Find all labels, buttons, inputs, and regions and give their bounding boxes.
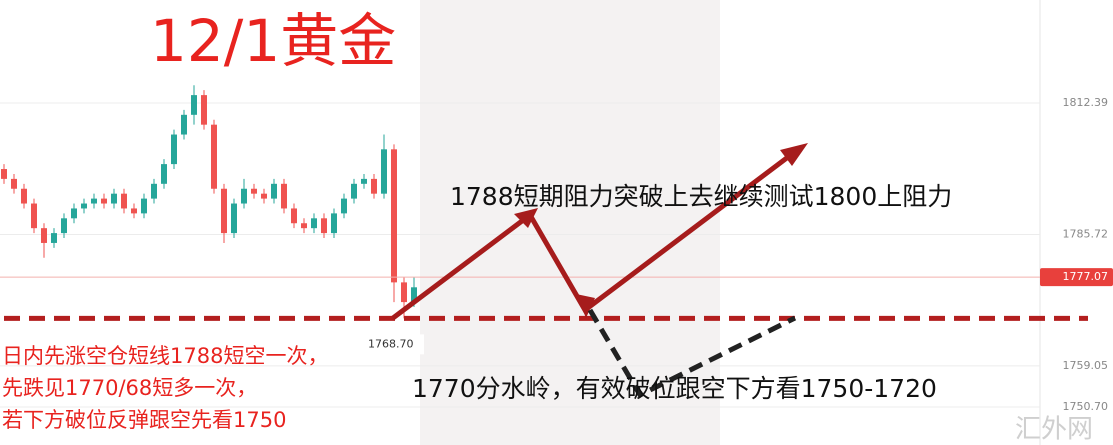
candle-body xyxy=(381,149,387,194)
candle-body xyxy=(211,124,217,189)
candle-body xyxy=(391,149,397,283)
candle-body xyxy=(181,114,187,135)
arrow-head xyxy=(576,294,595,318)
candle-body xyxy=(411,287,417,303)
candle-body xyxy=(41,228,47,243)
candle-body xyxy=(21,188,27,204)
candle-body xyxy=(341,198,347,214)
background-figure xyxy=(420,0,720,445)
candle-body xyxy=(351,183,357,199)
candle-body xyxy=(91,198,97,204)
y-tick-label: 1785.72 xyxy=(1063,227,1109,240)
candle-body xyxy=(11,178,17,189)
candle-body xyxy=(311,218,317,229)
candle-body xyxy=(191,95,197,115)
candle-body xyxy=(121,193,127,209)
arrow-head xyxy=(514,208,538,228)
y-tick-label: 1812.39 xyxy=(1063,96,1109,109)
chart-title: 12/1黄金 xyxy=(150,7,396,75)
candle-body xyxy=(1,169,7,179)
candle-body xyxy=(141,198,147,214)
candle-body xyxy=(361,178,367,184)
annotation: 1788短期阻力突破上去继续测试1800上阻力 xyxy=(450,182,952,211)
candle-body xyxy=(271,183,277,199)
annotation: 日内先涨空仓短线1788短空一次， xyxy=(2,344,328,368)
annotation: 若下方破位反弹跟空先看1750 xyxy=(2,408,286,432)
candle-body xyxy=(111,193,117,204)
candle-body xyxy=(51,233,57,243)
price-tag-label: 1777.07 xyxy=(1063,270,1109,283)
candle-body xyxy=(371,178,377,194)
candle-body xyxy=(71,208,77,219)
candle-body xyxy=(151,183,157,199)
support-tag xyxy=(362,334,424,355)
annotation: 先跌见1770/68短多一次， xyxy=(2,376,257,400)
candle-body xyxy=(401,282,407,303)
arrow-head xyxy=(780,143,808,166)
candle-body xyxy=(321,218,327,234)
arrow-heads xyxy=(514,143,808,318)
y-tick-label: 1750.70 xyxy=(1063,400,1109,413)
arrow-path xyxy=(391,146,802,320)
candle-body xyxy=(281,183,287,209)
scenario-up xyxy=(391,146,802,320)
candle-body xyxy=(301,223,307,229)
candle-body xyxy=(81,203,87,209)
candle-body xyxy=(291,208,297,224)
candle-body xyxy=(261,193,267,199)
candle-body xyxy=(131,208,137,214)
y-tick-label: 1759.05 xyxy=(1063,359,1109,372)
candle-body xyxy=(101,198,107,204)
candle-body xyxy=(251,188,257,194)
scenario-down xyxy=(587,308,797,399)
candle-body xyxy=(61,218,67,234)
candle-body xyxy=(221,188,227,234)
candle-body xyxy=(201,95,207,125)
watermark: 汇外网 xyxy=(1015,415,1093,445)
candle-body xyxy=(161,164,167,184)
support-label: 1768.70 xyxy=(368,337,414,350)
candle-body xyxy=(231,203,237,234)
price-tag xyxy=(1040,268,1113,287)
candle-body xyxy=(241,188,247,204)
candle-body xyxy=(331,213,337,234)
annotation: 1770分水岭，有效破位跟空下方看1750-1720 xyxy=(412,374,937,403)
candle-body xyxy=(31,203,37,229)
candle-body xyxy=(171,134,177,165)
